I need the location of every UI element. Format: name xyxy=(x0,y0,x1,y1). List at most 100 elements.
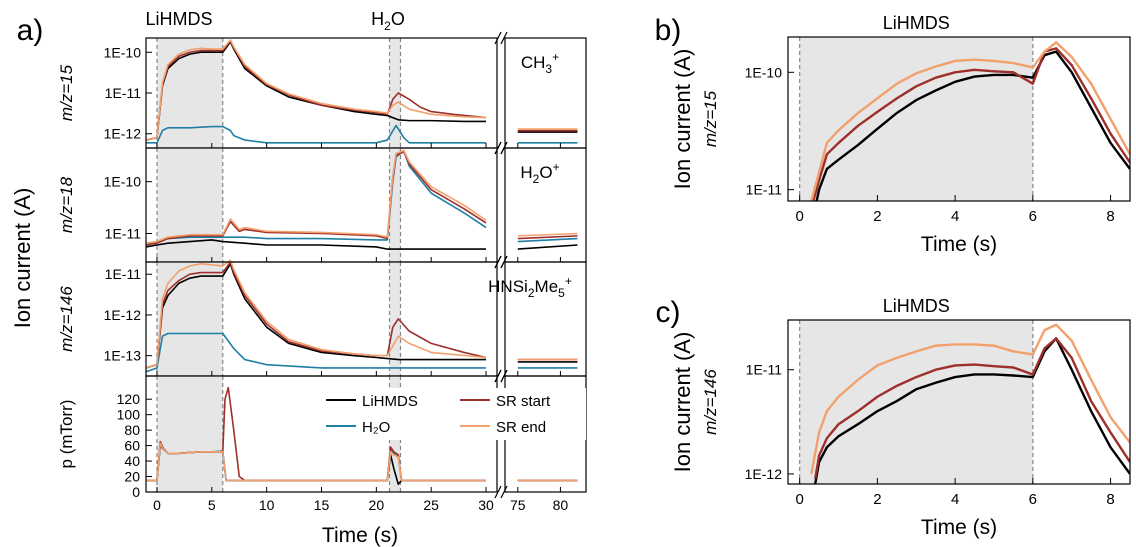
legend-label: SR end xyxy=(496,419,546,436)
series-line-sr-end xyxy=(517,232,578,237)
shade-region xyxy=(799,37,1033,201)
x-tick-label: 10 xyxy=(259,497,275,513)
y-tick-label: 1E-12 xyxy=(745,466,783,482)
series-line-sr-start xyxy=(145,261,487,369)
subplot-ylabel: m/z=15 xyxy=(57,64,76,121)
axis-break-mark xyxy=(500,485,508,499)
x-tick-label: 25 xyxy=(423,497,439,513)
axis-break-mark xyxy=(494,141,502,155)
axes-frame xyxy=(787,36,1131,202)
y-axis-label: Ion current (A) xyxy=(670,332,695,473)
series-line-sr-end xyxy=(810,323,1130,475)
series-line-sr-end xyxy=(145,149,487,244)
y-tick-label: 20 xyxy=(124,469,140,485)
series-line-sr-end xyxy=(145,259,487,369)
series-line-sr-start xyxy=(517,235,578,240)
subplot-0: 1E-10 1E-11 1E-12 m/z=15 CH3+ xyxy=(57,31,587,155)
y-tick-label: 1E-13 xyxy=(104,348,142,364)
series-line-lihmds xyxy=(815,50,1130,201)
y-tick-label: 1E-11 xyxy=(746,182,783,198)
y-tick-label: 1E-10 xyxy=(104,174,142,190)
series-line-sr-start xyxy=(811,47,1130,201)
series-line-sr-end xyxy=(810,41,1130,201)
x-tick-label: 30 xyxy=(478,497,494,513)
x-tick-label: 4 xyxy=(951,208,959,225)
x-axis-label: Time (s) xyxy=(921,516,997,539)
shade-region xyxy=(156,262,223,376)
panel-label: c) xyxy=(656,296,681,329)
shade-region xyxy=(156,148,223,262)
y-tick-label: 1E-11 xyxy=(105,226,142,242)
subplot-1: 1E-10 1E-11 m/z=18 H2O+ xyxy=(57,141,587,269)
x-tick-label: 0 xyxy=(795,208,803,225)
shade-region xyxy=(389,148,401,262)
x-axis-label-a: Time (s) xyxy=(322,524,398,547)
legend: LiHMDS SR start H₂O SR end xyxy=(322,388,586,440)
legend-box xyxy=(322,388,586,440)
series-line-sr-end xyxy=(145,39,487,141)
legend-label: H₂O xyxy=(362,419,390,436)
shade-region xyxy=(156,376,223,492)
subplot-ylabel: m/z=18 xyxy=(57,176,76,233)
panel-title: LiHMDS xyxy=(883,13,950,33)
shade-region xyxy=(799,320,1033,484)
shade-region xyxy=(389,38,401,148)
series-line-h2o xyxy=(145,332,487,373)
y-tick-label: 1E-10 xyxy=(104,44,142,60)
subplot-2: 1E-11 1E-12 1E-13 m/z=146 HNSi2Me5+ xyxy=(57,255,587,383)
axis-break-mark xyxy=(500,31,508,45)
x-axis-label: Time (s) xyxy=(921,233,997,256)
axis-break-mark xyxy=(494,369,502,383)
subplot-ylabel: p (mTorr) xyxy=(57,400,76,469)
series-line-h2o xyxy=(145,149,487,246)
x-tick-label: 0 xyxy=(153,497,161,513)
x-tick-label: 80 xyxy=(553,497,569,513)
legend-label: SR start xyxy=(496,393,551,410)
shade-region xyxy=(389,262,401,376)
x-tick-label: 20 xyxy=(369,497,385,513)
axis-break-mark xyxy=(494,485,502,499)
x-tick-label: 2 xyxy=(873,208,881,225)
y-tick-label: 80 xyxy=(124,422,140,438)
x-tick-label: 6 xyxy=(1029,491,1037,508)
panel-a-label: a) xyxy=(17,14,44,47)
series-line-lihmds xyxy=(517,244,578,250)
y-tick-label: 1E-12 xyxy=(104,126,142,142)
y-tick-label: 1E-11 xyxy=(105,266,142,282)
series-line-h2o xyxy=(517,237,578,243)
x-tick-label: 4 xyxy=(951,491,959,508)
x-tick-label: 6 xyxy=(1029,208,1037,225)
top-label-h2o: H2O xyxy=(371,9,405,33)
y-tick-label: 1E-11 xyxy=(746,362,783,378)
panel-c: 0 2 4 6 8 1E-11 1E-12 LiHMDS Time (s) Ion current… xyxy=(656,296,1131,539)
y-tick-label: 1E-11 xyxy=(105,85,142,101)
panel-title: LiHMDS xyxy=(883,296,950,316)
x-tick-label: 5 xyxy=(208,497,216,513)
axis-break-mark xyxy=(500,141,508,155)
y-tick-label: 60 xyxy=(124,438,140,454)
x-tick-label: 8 xyxy=(1106,208,1114,225)
species-annotation: H2O+ xyxy=(520,160,559,186)
y-tick-label: 1E-10 xyxy=(745,64,783,80)
series-line-lihmds xyxy=(145,239,487,250)
x-tick-label: 15 xyxy=(314,497,330,513)
axis-break-mark xyxy=(500,255,508,269)
series-line-sr-start xyxy=(814,337,1130,479)
series-line-sr-end xyxy=(146,442,487,482)
y-axis-label-a: Ion current (A) xyxy=(10,188,35,329)
x-tick-label: 2 xyxy=(873,491,881,508)
axes-frame xyxy=(787,319,1131,485)
panel-label: b) xyxy=(655,14,682,47)
species-annotation: HNSi2Me5+ xyxy=(488,274,572,300)
x-tick-label: 0 xyxy=(795,491,803,508)
x-tick-label: 75 xyxy=(510,497,526,513)
series-line-lihmds xyxy=(814,337,1130,484)
panel-b: 0 2 4 6 8 1E-10 1E-11 LiHMDS Time (s) Ion current… xyxy=(655,13,1131,256)
y-tick-label: 1E-12 xyxy=(104,307,142,323)
y-tick-label: 120 xyxy=(117,391,141,407)
top-label-lihmds: LiHMDS xyxy=(145,9,212,29)
y-tick-label: 100 xyxy=(117,407,141,423)
series-line-lihmds xyxy=(145,41,487,141)
subplot-ylabel: m/z=146 xyxy=(701,369,720,435)
